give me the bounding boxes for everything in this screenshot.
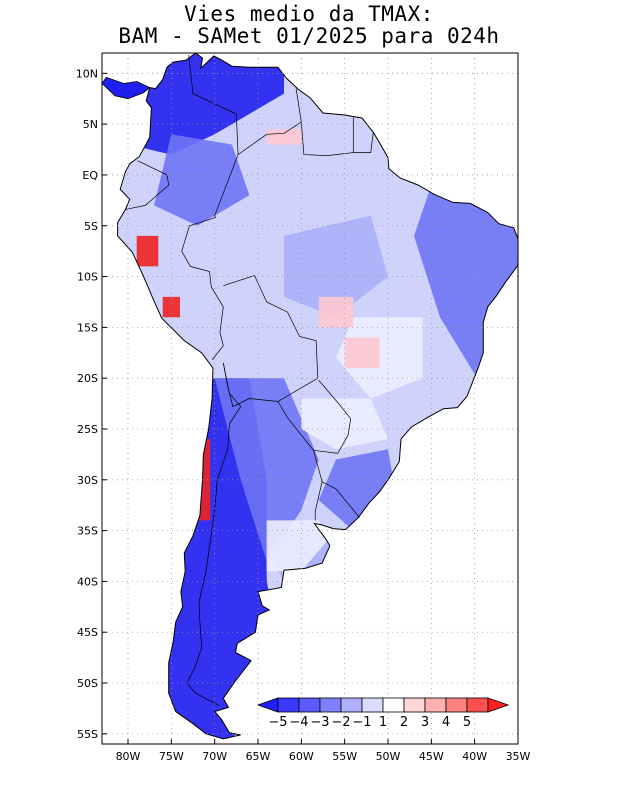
- colorbar-swatch: [382, 697, 405, 713]
- country-border: [186, 362, 242, 706]
- longitude-axis: 80W 75W 70W 65W 60W 55W 50W 45W 40W 35W: [116, 739, 531, 763]
- latitude-tick-label: 20S: [77, 372, 98, 385]
- bias-patch: [318, 296, 354, 328]
- map-title-line-2: BAM - SAMet 01/2025 para 024h: [118, 24, 500, 48]
- colorbar-label: 3: [421, 715, 429, 730]
- longitude-tick-label: 55W: [332, 750, 357, 763]
- colorbar-label: −1: [352, 715, 371, 730]
- colorbar-label: 5: [463, 715, 471, 730]
- colorbar-swatch: [319, 697, 342, 713]
- latitude-tick-label: 55S: [77, 728, 98, 741]
- longitude-tick-label: 70W: [202, 750, 227, 763]
- colorbar-swatch: [403, 697, 426, 713]
- map-title-line-1: Vies medio da TMAX:: [184, 2, 434, 26]
- longitude-tick-label: 75W: [159, 750, 184, 763]
- panama-landmass: [102, 76, 151, 100]
- coastline: [117, 53, 518, 740]
- bias-patch: [162, 296, 180, 318]
- latitude-tick-label: 5N: [83, 118, 98, 131]
- latitude-tick-label: 30S: [77, 474, 98, 487]
- country-border: [300, 116, 354, 156]
- country-border: [353, 132, 374, 153]
- colorbar-swatch: [445, 697, 468, 713]
- colorbar-low-arrow: [256, 697, 279, 713]
- colorbar-label: −2: [331, 715, 350, 730]
- longitude-tick-label: 80W: [116, 750, 141, 763]
- bias-patch: [266, 520, 328, 572]
- bias-patch: [284, 215, 388, 318]
- colorbar-swatch: [424, 697, 447, 713]
- country-border: [313, 450, 360, 518]
- latitude-tick-label: 35S: [77, 525, 98, 538]
- colorbar-label: 2: [400, 715, 408, 730]
- colorbar-swatch: [298, 697, 321, 713]
- colorbar-legend: −5 −4 −3 −2 −1 1 2 3 4 5: [256, 697, 510, 730]
- longitude-tick-label: 45W: [419, 750, 444, 763]
- bias-patch: [266, 129, 302, 145]
- map-frame: [101, 52, 519, 745]
- longitude-tick-label: 35W: [506, 750, 531, 763]
- country-border: [181, 217, 224, 361]
- longitude-tick-label: 50W: [376, 750, 401, 763]
- colorbar-label: −4: [289, 715, 308, 730]
- bias-patch: [136, 235, 159, 267]
- country-border: [125, 160, 170, 210]
- country-border: [314, 481, 323, 521]
- bias-patch: [128, 53, 284, 155]
- longitude-tick-label: 65W: [246, 750, 271, 763]
- latitude-tick-label: 45S: [77, 626, 98, 639]
- colorbar-swatch: [361, 697, 384, 713]
- country-border: [188, 54, 239, 218]
- country-border: [222, 275, 319, 408]
- colorbar-label: 1: [379, 715, 387, 730]
- latitude-tick-label: 25S: [77, 423, 98, 436]
- map-area: [102, 53, 518, 744]
- colorbar-swatch: [340, 697, 363, 713]
- latitude-tick-label: 5S: [84, 220, 98, 233]
- colorbar-label: −5: [268, 715, 287, 730]
- colorbar-swatch: [277, 697, 300, 713]
- latitude-tick-label: 15S: [77, 321, 98, 334]
- country-border: [277, 379, 352, 454]
- bias-patch: [154, 134, 250, 226]
- latitude-tick-label: 50S: [77, 677, 98, 690]
- latitude-tick-label: 10N: [76, 67, 98, 80]
- latitude-axis: 10N 5N EQ 5S 10S 15S 20S 25S 30S 35S 40S 45S 50S 55S: [76, 67, 107, 741]
- colorbar-label: −3: [310, 715, 329, 730]
- country-border: [237, 88, 302, 155]
- longitude-tick-label: 60W: [289, 750, 314, 763]
- colorbar-label: 4: [442, 715, 450, 730]
- bias-patch: [344, 337, 380, 368]
- longitude-tick-label: 40W: [462, 750, 487, 763]
- country-borders: [125, 54, 374, 706]
- latitude-tick-label: 10S: [77, 271, 98, 284]
- colorbar-high-arrow: [487, 697, 510, 713]
- latitude-tick-label: 40S: [77, 575, 98, 588]
- colorbar-swatch: [466, 697, 489, 713]
- lat-lon-grid: [102, 53, 518, 744]
- latitude-tick-label: EQ: [82, 169, 98, 182]
